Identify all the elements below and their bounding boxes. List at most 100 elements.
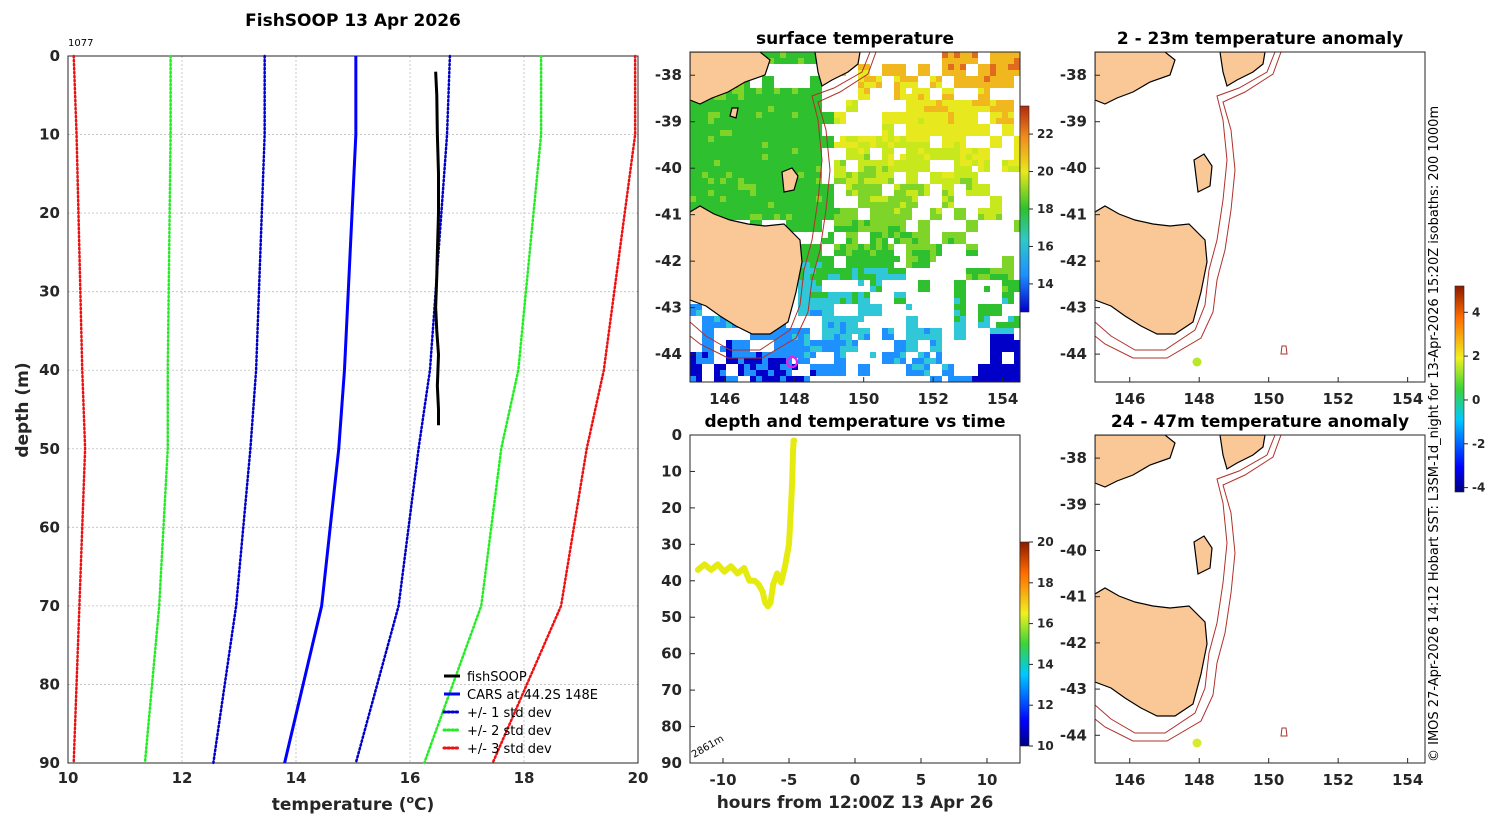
map-ytick: -40 (1060, 541, 1087, 559)
map-ytick: -43 (1060, 299, 1087, 317)
time-ytick: 50 (661, 608, 682, 626)
a1-land-victoria (1095, 52, 1176, 105)
profile-id: 1077 (68, 38, 93, 49)
legend-entry: fishSOOP (467, 670, 527, 685)
profile-panel: FishSOOP 13 Apr 2026 1077 10 12 14 16 18 2001… (13, 11, 648, 815)
colorbar-tick: 12 (1037, 698, 1054, 712)
profile-ytick: 40 (39, 361, 60, 379)
profile-ytick: 50 (39, 440, 60, 458)
map-ytick: -42 (1060, 634, 1087, 652)
profile-ytick: 30 (39, 283, 60, 301)
colorbar-tick: 22 (1037, 127, 1054, 141)
colorbar-tick: 18 (1037, 576, 1054, 590)
a1-land-nsw (1219, 52, 1266, 87)
sst-land-king-island (729, 107, 739, 119)
map-xtick: 154 (987, 390, 1018, 408)
profile-axes (67, 55, 639, 764)
map-ytick: -39 (1060, 113, 1087, 131)
time-ytick: 60 (661, 645, 682, 663)
time-grid (690, 434, 988, 764)
colorbar-tick: 18 (1037, 202, 1054, 216)
map-xtick: 148 (779, 390, 810, 408)
profile-ylabel: depth (m) (13, 362, 33, 457)
sst-isobath-1000 (690, 52, 877, 359)
profile-line--2-std (423, 54, 543, 765)
map-ytick: -43 (655, 299, 682, 317)
map-ytick: -39 (655, 113, 682, 131)
anomaly2-ticks: 146 148 150 152 154 -38 -39 -40 -41 -42 -43 -44 (1060, 449, 1423, 789)
anomaly2-panel: 24 - 47m temperature anomaly 146 148 150 15… (1060, 285, 1485, 789)
a1-isobath-1000 (1095, 52, 1282, 359)
profile-line--1-std (212, 54, 266, 765)
profile-ticks: 10 12 14 16 18 20 0 10 20 30 40 50 60 70 80 90 (39, 47, 648, 787)
map-xtick: 154 (1392, 771, 1423, 789)
colorbar-tick: 20 (1037, 165, 1054, 179)
time-ytick: 80 (661, 718, 682, 736)
anomaly2-axes (1094, 434, 1426, 764)
time-track-line (694, 437, 798, 610)
a2-land-nsw (1219, 435, 1266, 470)
time-ytick: 40 (661, 572, 682, 590)
profile-ytick: 80 (39, 675, 60, 693)
colorbar-tick: 16 (1037, 239, 1054, 253)
sst-marker (785, 355, 799, 369)
time-colorbar-ticks: 10 12 14 16 18 20 (1029, 535, 1054, 753)
a1-land-tasmania (1095, 205, 1208, 335)
profile-line--2-std (143, 54, 172, 765)
profile-xtick: 20 (628, 769, 649, 787)
profile-xtick: 10 (58, 769, 79, 787)
profile-xtick: 14 (286, 769, 307, 787)
profile-xtick: 12 (172, 769, 193, 787)
colorbar-tick: 0 (1472, 393, 1480, 407)
anomaly2-map (1095, 435, 1425, 763)
colorbar-tick: 2 (1472, 349, 1480, 363)
time-colorbar (1019, 541, 1030, 747)
anomaly2-title: 24 - 47m temperature anomaly (1111, 412, 1409, 432)
map-xtick: 148 (1184, 771, 1215, 789)
map-xtick: 152 (918, 390, 949, 408)
sst-isobath-200 (690, 52, 871, 351)
map-xtick: 146 (709, 390, 740, 408)
profile-legend: fishSOOP CARS at 44.2S 148E +/- 1 std dev +… (442, 670, 598, 757)
map-ytick: -38 (1060, 449, 1087, 467)
a2-land-victoria (1095, 435, 1176, 488)
profile-ytick: 70 (39, 597, 60, 615)
colorbar-tick: 4 (1472, 305, 1480, 319)
sst-colorbar-ticks: 14 16 18 20 22 (1029, 127, 1054, 291)
anomaly1-marker (1192, 357, 1202, 367)
sst-land-tasmania (690, 205, 803, 335)
anomaly-colorbar (1454, 285, 1465, 493)
colorbar-tick: -2 (1472, 437, 1485, 451)
map-ytick: -42 (1060, 252, 1087, 270)
anomaly1-axes (1094, 51, 1426, 383)
colorbar-tick: 10 (1037, 739, 1054, 753)
a1-seamount (1280, 345, 1288, 355)
map-xtick: 152 (1323, 771, 1354, 789)
sst-panel: surface temperature 146 148 150 152 154 -38 -3… (655, 29, 1054, 408)
time-title: depth and temperature vs time (705, 412, 1006, 432)
sst-land-flinders (781, 167, 799, 193)
time-ytick: 20 (661, 499, 682, 517)
map-ytick: -44 (1060, 345, 1087, 363)
time-xtick: -5 (781, 771, 798, 789)
a2-seamount (1280, 727, 1288, 737)
map-ytick: -41 (1060, 206, 1087, 224)
sst-land-victoria (690, 52, 771, 105)
profile-line--3-std (72, 54, 87, 765)
legend-entry: +/- 2 std dev (467, 724, 552, 739)
colorbar-tick: 14 (1037, 277, 1054, 291)
time-ytick: 10 (661, 462, 682, 480)
bottom-depth-label: 2861m (690, 733, 726, 760)
profile-xtick: 18 (514, 769, 535, 787)
map-xtick: 148 (1184, 390, 1215, 408)
profile-xlabel: temperature (oC) (272, 793, 435, 815)
side-note: © IMOS 27-Apr-2026 14:12 Hobart SST: L3S… (1427, 106, 1442, 762)
map-ytick: -42 (655, 252, 682, 270)
map-xtick: 146 (1114, 390, 1145, 408)
time-ytick: 0 (672, 426, 682, 444)
time-xtick: 5 (916, 771, 926, 789)
colorbar-tick: 14 (1037, 657, 1054, 671)
time-xtick: 10 (977, 771, 998, 789)
anomaly1-panel: 2 - 23m temperature anomaly 146 148 150 152… (1060, 29, 1426, 408)
map-xtick: 150 (848, 390, 879, 408)
